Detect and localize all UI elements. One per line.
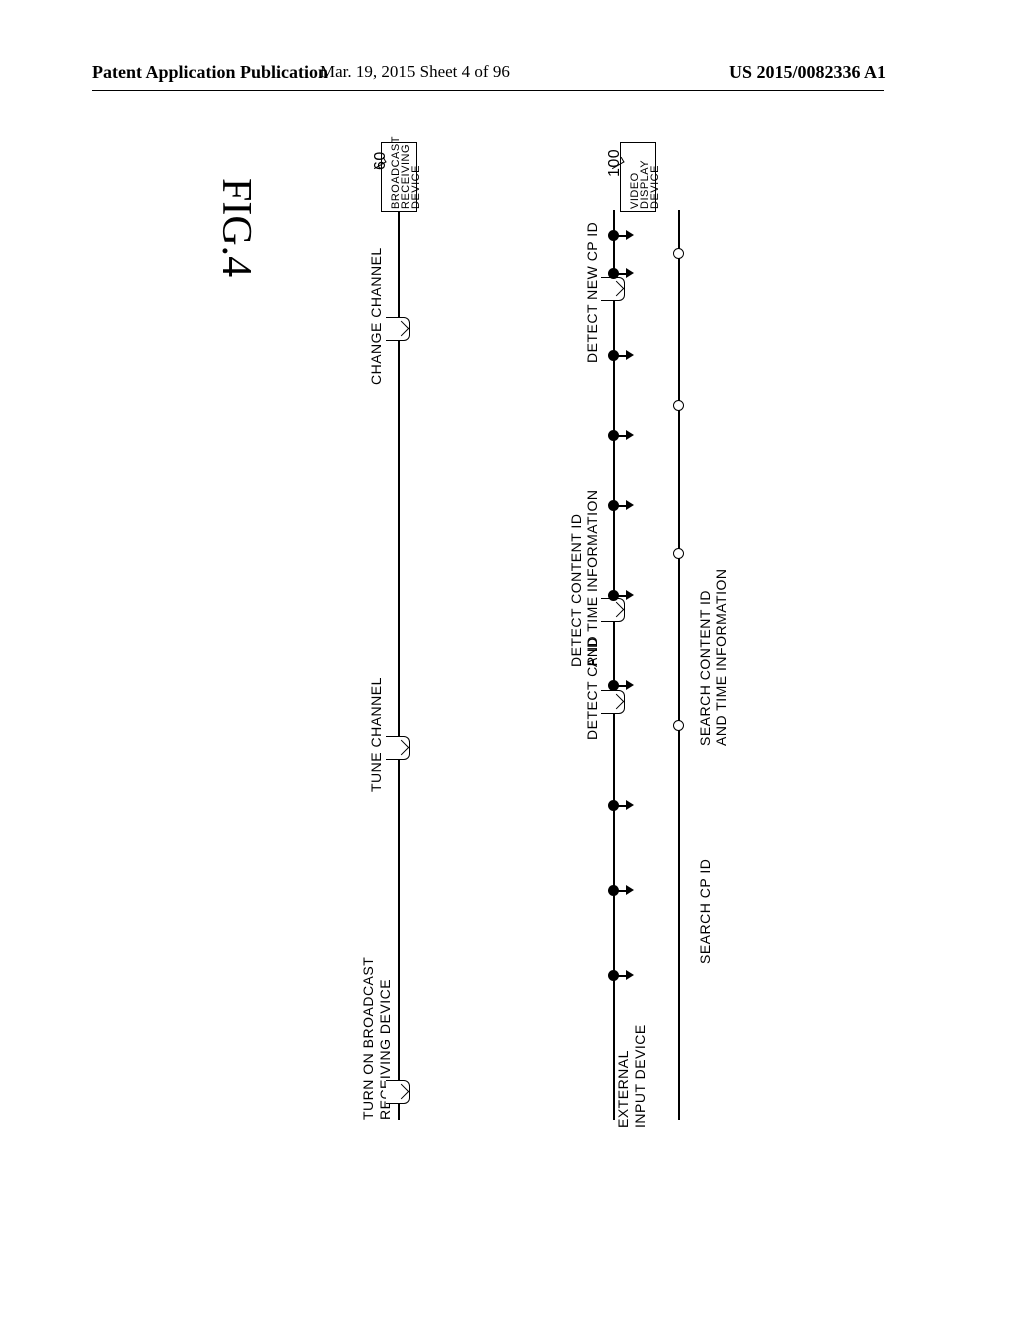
label-search-cp: SEARCH CP ID [697,859,713,964]
marker-turn-on [386,1080,410,1104]
marker-change [386,317,410,341]
label-external-1: EXTERNAL [615,1050,631,1128]
tickhead-5 [626,590,634,600]
timeline-broadcast [398,210,400,1120]
page-header: Patent Application Publication Mar. 19, … [0,62,1024,92]
box-video-line3: DEVICE [649,165,661,209]
dot-search-1 [673,720,684,731]
timeline-video-search [678,210,680,1120]
tickhead-2 [626,885,634,895]
tickhead-4 [626,680,634,690]
marker-tune [386,736,410,760]
label-turn-on-1: TURN ON BROADCAST [360,957,376,1120]
tickhead-9 [626,268,634,278]
label-external-2: INPUT DEVICE [632,1024,648,1128]
label-change: CHANGE CHANNEL [368,247,384,385]
header-divider [92,90,884,91]
tickhead-6 [626,500,634,510]
dot-search-3 [673,400,684,411]
label-detect-new-cp: DETECT NEW CP ID [584,222,600,363]
tickhead-1 [626,970,634,980]
tickhead-10 [626,230,634,240]
header-right: US 2015/0082336 A1 [729,62,886,83]
marker-detect-new-cp [601,277,625,301]
label-search-content-2: AND TIME INFORMATION [713,569,729,746]
box-broadcast-line3: DEVICE [410,165,422,209]
label-tune: TUNE CHANNEL [368,677,384,792]
timeline-video-main [613,210,615,1120]
tickhead-7 [626,430,634,440]
label-detect-content-2: AND TIME INFORMATION [584,490,600,667]
label-detect-content-1: DETECT CONTENT ID [568,514,584,667]
marker-detect-cp [601,690,625,714]
dot-search-2 [673,548,684,559]
label-search-content-1: SEARCH CONTENT ID [697,590,713,746]
tickhead-8 [626,350,634,360]
dot-search-4 [673,248,684,259]
header-center: Mar. 19, 2015 Sheet 4 of 96 [320,62,510,82]
sequence-diagram: BROADCAST RECEIVING DEVICE 60 VIDEO DISP… [140,190,890,1190]
header-left: Patent Application Publication [92,62,328,83]
marker-detect-content [601,598,625,622]
tickhead-3 [626,800,634,810]
